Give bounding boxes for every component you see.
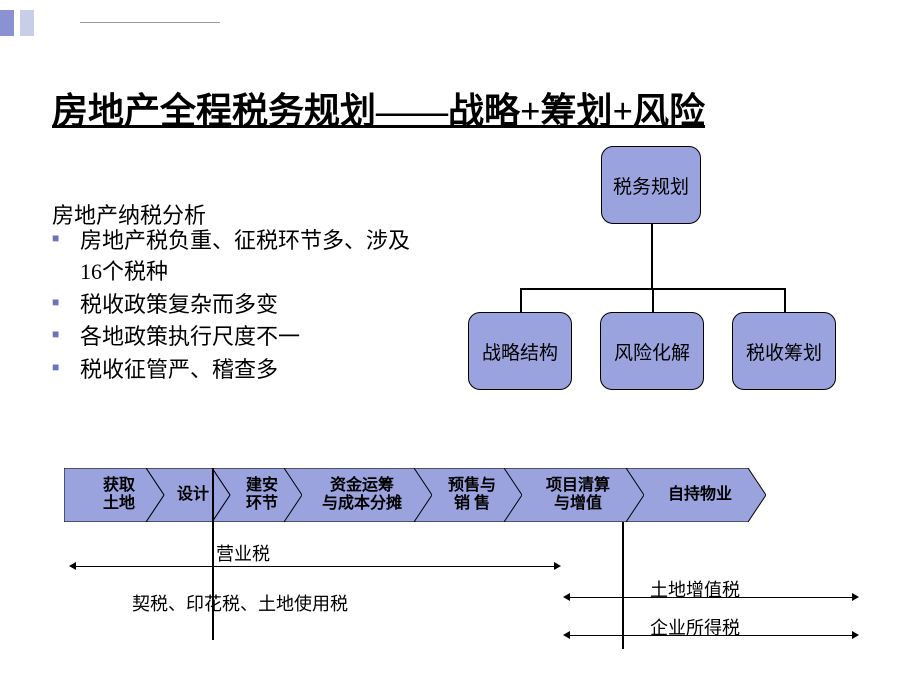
- tree-drop: [652, 288, 654, 312]
- tax-label-qita: 契税、印花税、土地使用税: [132, 590, 348, 616]
- bullet-item: 税收征管严、稽查多: [52, 355, 412, 386]
- tax-label-qiye: 企业所得税: [650, 614, 740, 640]
- decor-bar-2: [20, 10, 34, 36]
- chevron-step: 自持物业: [624, 468, 766, 522]
- chevron-step: 获取 土地: [64, 468, 164, 522]
- tree-child-node: 税收筹划: [732, 312, 836, 390]
- page-title: 房地产全程税务规划——战略+筹划+风险: [52, 82, 705, 134]
- tree-drop: [520, 288, 522, 312]
- chevron-label: 获取 土地: [87, 477, 141, 514]
- tree-child-node: 风险化解: [600, 312, 704, 390]
- chevron-label: 预售与 销 售: [432, 477, 502, 514]
- tax-arrow-yingye: [72, 566, 558, 567]
- node-label: 税务规划: [613, 172, 689, 199]
- decor-line: [80, 22, 220, 23]
- tax-sep-2: [622, 522, 624, 649]
- chevron-label: 资金运筹 与成本分摊: [306, 477, 408, 514]
- decor-bar-1: [0, 10, 14, 36]
- process-chevrons: 自持物业 项目清算 与增值 预售与 销 售 资金运筹 与成本分摊 建安 环节 设…: [64, 468, 864, 528]
- node-label: 税收筹划: [746, 338, 822, 365]
- tree-child-node: 战略结构: [468, 312, 572, 390]
- bullet-item: 各地政策执行尺度不一: [52, 322, 412, 353]
- chevron-label: 自持物业: [652, 486, 738, 504]
- tree-trunk: [651, 224, 653, 288]
- chevron-label: 建安 环节: [230, 477, 284, 514]
- chevron-label: 项目清算 与增值: [530, 477, 616, 514]
- chevron-step: 项目清算 与增值: [502, 468, 644, 522]
- tax-label-tudi: 土地增值税: [650, 576, 740, 602]
- tree-root-node: 税务规划: [601, 146, 701, 224]
- tree-drop: [784, 288, 786, 312]
- tax-label-yingye: 营业税: [216, 540, 270, 566]
- bullet-list: 房地产税负重、征税环节多、涉及16个税种 税收政策复杂而多变 各地政策执行尺度不…: [52, 226, 412, 388]
- node-label: 战略结构: [482, 338, 558, 365]
- node-label: 风险化解: [614, 338, 690, 365]
- chevron-label: 设计: [161, 486, 215, 504]
- chevron-step: 资金运筹 与成本分摊: [282, 468, 432, 522]
- bullet-item: 房地产税负重、征税环节多、涉及16个税种: [52, 226, 412, 288]
- bullet-item: 税收政策复杂而多变: [52, 290, 412, 321]
- tree-diagram: 税务规划 战略结构 风险化解 税收筹划: [446, 146, 866, 426]
